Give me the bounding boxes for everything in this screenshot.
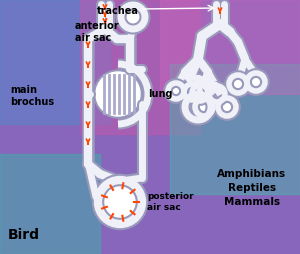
Circle shape xyxy=(117,1,149,33)
Circle shape xyxy=(191,94,217,119)
Circle shape xyxy=(164,80,188,103)
Circle shape xyxy=(206,83,229,105)
Circle shape xyxy=(192,85,208,101)
Circle shape xyxy=(244,70,268,94)
Text: lung: lung xyxy=(148,89,172,99)
Circle shape xyxy=(94,176,146,229)
Circle shape xyxy=(184,84,200,100)
Circle shape xyxy=(181,81,203,103)
Text: main
brochus: main brochus xyxy=(10,85,54,107)
Circle shape xyxy=(209,86,225,102)
Circle shape xyxy=(168,83,184,99)
Circle shape xyxy=(214,94,239,119)
Bar xyxy=(0,0,110,124)
Text: anterior
air sac: anterior air sac xyxy=(75,21,120,43)
Circle shape xyxy=(181,90,215,124)
Circle shape xyxy=(185,94,211,120)
Circle shape xyxy=(96,72,140,116)
Circle shape xyxy=(188,82,212,104)
Bar xyxy=(80,0,200,134)
Text: posterior
air sac: posterior air sac xyxy=(147,192,194,212)
Text: trachea: trachea xyxy=(97,6,139,16)
Circle shape xyxy=(94,70,142,118)
Circle shape xyxy=(218,98,236,116)
Bar xyxy=(160,0,300,94)
Circle shape xyxy=(226,71,250,97)
Circle shape xyxy=(121,5,145,29)
Circle shape xyxy=(195,98,213,116)
Text: Amphibians
Reptiles
Mammals: Amphibians Reptiles Mammals xyxy=(218,169,286,207)
Bar xyxy=(170,64,300,194)
Circle shape xyxy=(98,180,142,224)
Bar xyxy=(0,154,100,254)
Circle shape xyxy=(247,73,265,91)
Circle shape xyxy=(229,75,247,93)
Text: Bird: Bird xyxy=(8,228,40,242)
